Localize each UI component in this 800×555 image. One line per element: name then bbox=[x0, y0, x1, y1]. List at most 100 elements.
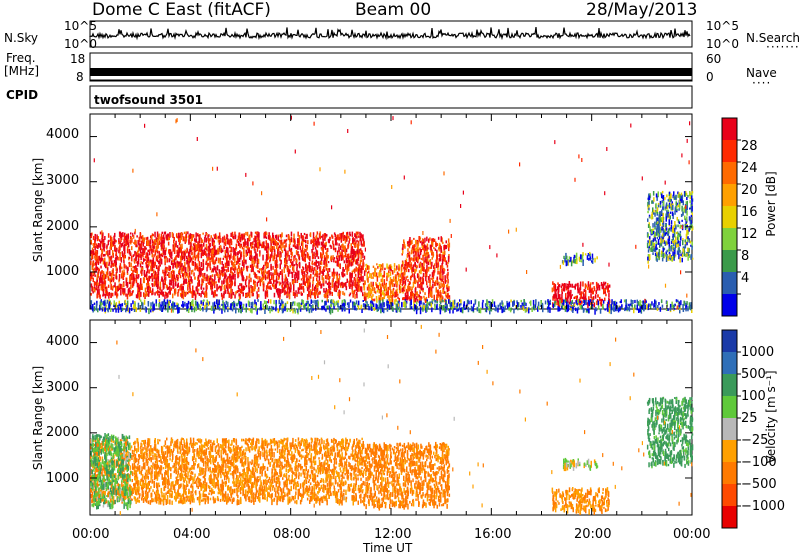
heatmap-cell bbox=[655, 305, 657, 310]
heatmap-cell bbox=[226, 266, 228, 268]
heatmap-cell bbox=[182, 305, 184, 308]
heatmap-cell bbox=[292, 261, 294, 266]
heatmap-cell bbox=[289, 294, 291, 300]
heatmap-cell bbox=[287, 281, 289, 285]
heatmap-cell bbox=[166, 234, 168, 240]
heatmap-cell bbox=[140, 255, 142, 260]
heatmap-cell bbox=[278, 277, 280, 280]
heatmap-cell bbox=[164, 273, 166, 278]
heatmap-cell bbox=[243, 286, 245, 291]
heatmap-cell bbox=[367, 278, 369, 283]
heatmap-cell bbox=[274, 239, 276, 242]
heatmap-cell bbox=[314, 287, 316, 292]
heatmap-cell bbox=[252, 266, 254, 272]
heatmap-cell bbox=[296, 250, 298, 254]
heatmap-cell bbox=[356, 300, 358, 304]
heatmap-cell bbox=[249, 288, 251, 293]
heatmap-cell bbox=[173, 274, 175, 280]
heatmap-cell bbox=[173, 307, 175, 309]
heatmap-cell bbox=[181, 233, 183, 239]
heatmap-cell bbox=[124, 291, 126, 293]
heatmap-cell bbox=[379, 264, 381, 267]
heatmap-cell bbox=[325, 301, 327, 306]
heatmap-cell bbox=[446, 274, 448, 279]
heatmap-cell bbox=[291, 259, 293, 261]
heatmap-cell bbox=[290, 250, 292, 255]
heatmap-cell bbox=[305, 264, 307, 269]
heatmap-cell bbox=[183, 290, 185, 296]
heatmap-cell bbox=[424, 257, 426, 262]
heatmap-cell bbox=[580, 305, 582, 309]
heatmap-cell bbox=[326, 268, 328, 271]
heatmap-cell bbox=[109, 250, 111, 256]
heatmap-cell bbox=[256, 291, 258, 294]
heatmap-cell bbox=[261, 278, 263, 283]
heatmap-cell bbox=[344, 307, 346, 310]
heatmap-cell bbox=[447, 293, 449, 299]
heatmap-cell bbox=[202, 268, 204, 271]
heatmap-cell bbox=[335, 261, 337, 264]
heatmap-cell bbox=[304, 271, 306, 274]
heatmap-cell bbox=[276, 260, 278, 264]
heatmap-cell bbox=[224, 286, 226, 289]
heatmap-cell bbox=[631, 300, 633, 303]
heatmap-cell bbox=[120, 304, 122, 310]
heatmap-cell bbox=[95, 282, 97, 285]
heatmap-cell bbox=[96, 252, 98, 256]
heatmap-cell bbox=[586, 309, 588, 311]
heatmap-cell bbox=[90, 261, 92, 266]
heatmap-cell bbox=[106, 244, 108, 247]
heatmap-cell bbox=[136, 307, 138, 312]
heatmap-cell bbox=[235, 309, 237, 314]
heatmap-cell bbox=[648, 304, 650, 307]
heatmap-cell bbox=[260, 281, 262, 286]
heatmap-cell bbox=[124, 235, 126, 241]
heatmap-cell bbox=[275, 269, 277, 273]
heatmap-cell bbox=[556, 302, 558, 305]
nsky-trace bbox=[90, 27, 690, 38]
heatmap-cell bbox=[325, 236, 327, 238]
heatmap-cell bbox=[378, 307, 380, 311]
heatmap-cell bbox=[234, 274, 236, 278]
heatmap-cell bbox=[117, 293, 119, 296]
heatmap-cell bbox=[116, 269, 118, 271]
heatmap-cell bbox=[280, 290, 282, 294]
heatmap-cell bbox=[321, 242, 323, 246]
heatmap-cell bbox=[202, 290, 204, 294]
heatmap-cell bbox=[184, 251, 186, 255]
heatmap-cell bbox=[100, 266, 102, 269]
heatmap-cell bbox=[215, 259, 217, 263]
heatmap-cell bbox=[159, 294, 161, 298]
heatmap-cell bbox=[156, 256, 158, 262]
heatmap-cell bbox=[235, 267, 237, 271]
heatmap-cell bbox=[430, 278, 432, 280]
heatmap-cell bbox=[145, 248, 147, 250]
heatmap-cell bbox=[93, 278, 95, 282]
heatmap-cell bbox=[200, 306, 202, 311]
heatmap-cell bbox=[166, 284, 168, 288]
heatmap-cell bbox=[311, 291, 313, 293]
heatmap-cell bbox=[422, 246, 424, 249]
heatmap-cell bbox=[429, 237, 431, 240]
heatmap-cell bbox=[360, 277, 362, 281]
heatmap-cell bbox=[440, 258, 442, 262]
heatmap-cell bbox=[326, 259, 328, 261]
heatmap-cell bbox=[256, 274, 258, 279]
heatmap-cell bbox=[114, 246, 116, 251]
heatmap-cell bbox=[130, 284, 132, 289]
heatmap-cell bbox=[311, 299, 313, 304]
heatmap-cell bbox=[421, 258, 423, 260]
heatmap-cell bbox=[364, 280, 366, 285]
heatmap-cell bbox=[510, 300, 512, 303]
heatmap-cell bbox=[218, 279, 220, 283]
heatmap-cell bbox=[195, 301, 197, 306]
heatmap-cell bbox=[396, 269, 398, 271]
heatmap-cell bbox=[117, 257, 119, 261]
heatmap-cell bbox=[240, 237, 242, 242]
heatmap-cell bbox=[504, 308, 506, 312]
heatmap-cell bbox=[175, 256, 177, 261]
heatmap-cell bbox=[268, 235, 270, 239]
heatmap-cell bbox=[363, 242, 365, 246]
heatmap-cell bbox=[275, 307, 277, 311]
heatmap-cell bbox=[194, 240, 196, 243]
